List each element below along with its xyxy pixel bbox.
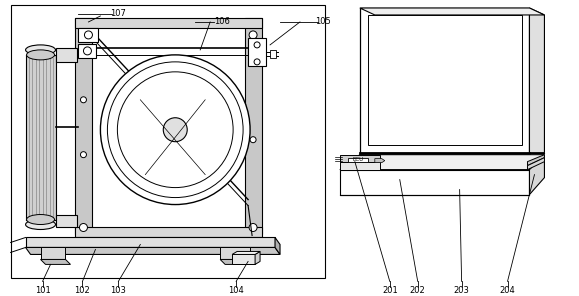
Polygon shape [75, 18, 93, 234]
Text: 204: 204 [500, 286, 515, 295]
Text: 202: 202 [410, 286, 426, 295]
Polygon shape [232, 255, 255, 264]
Ellipse shape [250, 137, 256, 143]
Bar [56, 48, 78, 62]
Ellipse shape [254, 42, 260, 48]
Polygon shape [275, 237, 280, 255]
Ellipse shape [83, 47, 91, 55]
Ellipse shape [249, 31, 257, 39]
Text: 101: 101 [35, 286, 50, 295]
Bar [270, 50, 276, 58]
Text: 105: 105 [315, 17, 331, 26]
Ellipse shape [79, 223, 87, 231]
Ellipse shape [25, 45, 56, 55]
Polygon shape [41, 247, 65, 259]
Polygon shape [527, 155, 544, 166]
Polygon shape [360, 8, 544, 15]
Text: 103: 103 [111, 286, 126, 295]
Polygon shape [340, 155, 544, 170]
Ellipse shape [25, 220, 56, 229]
Ellipse shape [79, 31, 87, 39]
Bar [360, 8, 529, 153]
Text: 106: 106 [214, 17, 230, 26]
Polygon shape [220, 247, 250, 259]
Bar [56, 215, 78, 226]
Text: 107: 107 [111, 9, 126, 18]
Polygon shape [529, 155, 544, 194]
Polygon shape [220, 259, 255, 264]
Ellipse shape [27, 50, 54, 60]
Polygon shape [529, 8, 544, 153]
Polygon shape [25, 55, 56, 220]
Polygon shape [232, 251, 260, 255]
Text: 201: 201 [382, 286, 398, 295]
Polygon shape [340, 155, 380, 162]
Ellipse shape [100, 55, 250, 205]
Bar [79, 44, 97, 58]
Bar [10, 5, 325, 278]
Ellipse shape [27, 215, 54, 224]
Bar [248, 38, 266, 66]
Text: 102: 102 [75, 286, 90, 295]
Ellipse shape [80, 97, 86, 103]
Bar [79, 28, 98, 42]
Text: 104: 104 [228, 286, 244, 295]
Ellipse shape [163, 118, 187, 142]
Polygon shape [255, 251, 260, 264]
Polygon shape [41, 259, 71, 264]
Polygon shape [527, 158, 544, 170]
Ellipse shape [249, 223, 257, 231]
Polygon shape [340, 170, 529, 194]
Polygon shape [375, 159, 385, 163]
Polygon shape [25, 237, 275, 247]
Ellipse shape [254, 59, 260, 65]
Polygon shape [25, 247, 280, 255]
Polygon shape [340, 162, 380, 170]
Polygon shape [75, 18, 262, 28]
Polygon shape [75, 228, 262, 237]
Ellipse shape [80, 152, 86, 158]
Polygon shape [245, 18, 262, 234]
Polygon shape [348, 158, 368, 162]
Text: ECU: ECU [352, 157, 364, 162]
Text: 203: 203 [454, 286, 470, 295]
Ellipse shape [85, 31, 93, 39]
Bar [368, 15, 522, 145]
